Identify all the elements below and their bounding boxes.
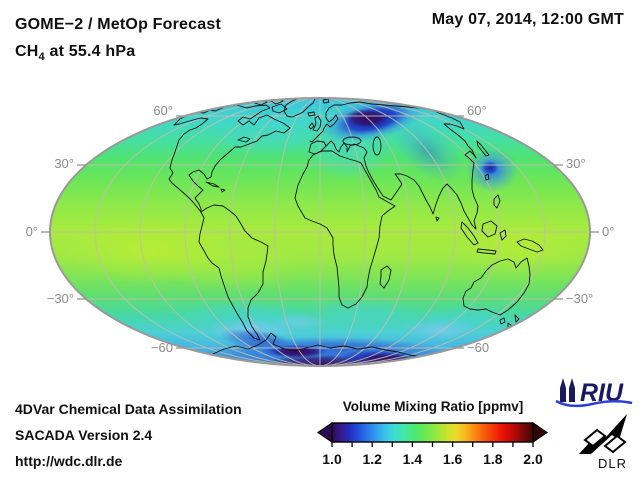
- subtitle-species: CH: [15, 43, 39, 60]
- colorbar-tick-2-0: 2.0: [523, 451, 543, 467]
- dlr-wordmark: DLR: [598, 456, 627, 471]
- dlr-diamond-left-icon: [583, 428, 607, 448]
- latitude-labels: 60° 30° 0° −30° −60 60° 30° 0° −30° −60: [26, 103, 615, 355]
- page-subtitle: CH4 at 55.4 hPa: [15, 38, 221, 71]
- riu-cathedral-icon: [560, 378, 575, 402]
- lat-label-left-60s: −60: [151, 340, 173, 355]
- lat-label-right-60n: 60°: [467, 103, 487, 118]
- latitude-ticks: [41, 115, 599, 349]
- colorbar-tick-1-2: 1.2: [362, 451, 382, 467]
- colorbar-title: Volume Mixing Ratio [ppmv]: [342, 399, 524, 414]
- riu-logo: RIU: [555, 378, 633, 408]
- colorbar: 1.0 1.2 1.4 1.6 1.8 2.0: [316, 421, 549, 467]
- footer-line-version: SACADA Version 2.4: [15, 427, 153, 443]
- colorbar-gradient: [331, 422, 534, 443]
- lat-label-left-30s: −30°: [47, 291, 74, 306]
- lat-label-left-0: 0°: [26, 224, 38, 239]
- header: GOME−2 / MetOp Forecast CH4 at 55.4 hPa: [15, 11, 221, 71]
- colorbar-tick-1-0: 1.0: [322, 451, 342, 467]
- lat-label-right-0: 0°: [602, 224, 614, 239]
- colorbar-minor-ticks: [331, 442, 534, 447]
- coastlines: [168, 98, 544, 360]
- footer-line-assimilation: 4DVar Chemical Data Assimilation: [15, 401, 242, 417]
- dlr-diamond-right-icon: [603, 434, 627, 454]
- lat-label-left-60n: 60°: [153, 103, 173, 118]
- lat-label-left-30n: 30°: [54, 156, 74, 171]
- lat-label-right-60s: −60: [467, 340, 489, 355]
- subtitle-level: at 55.4 hPa: [44, 43, 136, 60]
- colorbar-left-arrow: [316, 421, 333, 444]
- colorbar-right-arrow: [532, 421, 549, 444]
- timestamp: May 07, 2014, 12:00 GMT: [431, 11, 624, 28]
- footer-line-url: http://wdc.dlr.de: [15, 453, 123, 469]
- colorbar-tick-1-6: 1.6: [443, 451, 463, 467]
- dlr-logo: DLR: [579, 414, 627, 471]
- colorbar-tick-1-4: 1.4: [403, 451, 423, 467]
- colorbar-tick-labels: 1.0 1.2 1.4 1.6 1.8 2.0: [322, 451, 543, 467]
- lat-label-right-30s: −30°: [566, 291, 593, 306]
- subtitle-species-sub: 4: [38, 51, 45, 64]
- page-title: GOME−2 / MetOp Forecast: [15, 16, 221, 33]
- riu-wave-icon: [555, 399, 633, 408]
- footer: 4DVar Chemical Data Assimilation SACADA …: [15, 396, 242, 474]
- colorbar-tick-1-8: 1.8: [483, 451, 503, 467]
- graticule: [50, 98, 590, 366]
- lat-label-right-30n: 30°: [566, 156, 586, 171]
